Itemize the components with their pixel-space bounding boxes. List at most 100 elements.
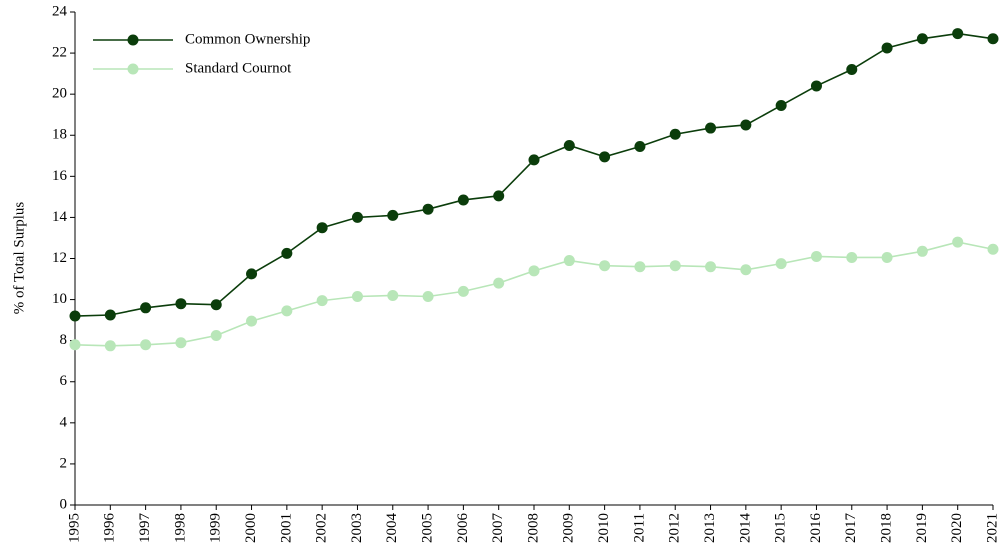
data-point [246, 268, 258, 280]
data-point [457, 194, 469, 206]
data-point [493, 190, 505, 202]
data-point [104, 309, 116, 321]
data-point [705, 122, 717, 134]
data-point [281, 247, 293, 259]
legend-label: Common Ownership [185, 31, 310, 47]
y-tick-label: 16 [52, 168, 68, 184]
x-tick-label: 1995 [66, 513, 82, 543]
x-tick-label: 1996 [102, 513, 118, 544]
data-point [210, 299, 222, 311]
data-point [493, 277, 505, 289]
data-point [528, 154, 540, 166]
data-point [175, 298, 187, 310]
x-tick-label: 2020 [949, 513, 965, 543]
x-tick-label: 2006 [455, 513, 471, 544]
data-point [316, 295, 328, 307]
x-tick-label: 2010 [596, 513, 612, 543]
data-point [175, 337, 187, 349]
y-tick-label: 8 [60, 332, 68, 348]
x-tick-label: 2016 [808, 513, 824, 544]
data-point [246, 315, 258, 327]
data-point [952, 236, 964, 248]
data-point [740, 264, 752, 276]
data-point [705, 261, 717, 273]
x-tick-label: 2000 [243, 513, 259, 543]
data-point [316, 222, 328, 234]
y-tick-label: 10 [52, 291, 67, 307]
x-tick-label: 2001 [278, 513, 294, 543]
data-point [563, 255, 575, 267]
legend-marker [127, 34, 139, 46]
data-point [210, 330, 222, 342]
data-point [881, 42, 893, 54]
x-tick-label: 2008 [525, 513, 541, 543]
data-point [69, 339, 81, 351]
x-tick-label: 2003 [349, 513, 365, 543]
data-point [987, 33, 999, 45]
data-point [422, 203, 434, 215]
data-point [281, 305, 293, 317]
data-point [422, 291, 434, 303]
data-point [634, 261, 646, 273]
data-point [351, 211, 363, 223]
x-tick-label: 1997 [137, 513, 153, 544]
data-point [952, 28, 964, 40]
data-point [669, 260, 681, 272]
x-tick-label: 2002 [314, 513, 330, 543]
y-tick-label: 6 [60, 373, 68, 389]
data-point [987, 243, 999, 255]
data-point [846, 64, 858, 76]
y-tick-label: 12 [52, 250, 67, 266]
data-point [599, 151, 611, 163]
data-point [69, 310, 81, 322]
y-tick-label: 20 [52, 86, 67, 102]
x-tick-label: 1998 [172, 513, 188, 543]
x-tick-label: 1999 [208, 513, 224, 543]
data-point [634, 141, 646, 153]
data-point [140, 302, 152, 314]
data-point [916, 245, 928, 257]
data-point [387, 209, 399, 221]
x-tick-label: 2018 [879, 513, 895, 543]
x-tick-label: 2013 [702, 513, 718, 543]
x-tick-label: 2017 [843, 513, 859, 544]
data-point [810, 80, 822, 92]
data-point [599, 260, 611, 272]
x-tick-label: 2011 [631, 513, 647, 542]
x-tick-label: 2012 [667, 513, 683, 543]
data-point [140, 339, 152, 351]
x-tick-label: 2007 [490, 513, 506, 544]
y-tick-label: 18 [52, 127, 67, 143]
data-point [916, 33, 928, 45]
data-point [457, 285, 469, 297]
data-point [740, 119, 752, 131]
data-point [846, 251, 858, 263]
data-point [669, 128, 681, 140]
data-point [563, 140, 575, 152]
y-tick-label: 24 [52, 3, 68, 19]
data-point [528, 265, 540, 277]
y-axis-label: % of Total Surplus [11, 202, 27, 315]
legend-label: Standard Cournot [185, 60, 292, 76]
x-tick-label: 2015 [773, 513, 789, 543]
y-tick-label: 2 [60, 455, 68, 471]
data-point [775, 99, 787, 111]
y-tick-label: 4 [60, 414, 68, 430]
data-point [775, 258, 787, 270]
x-tick-label: 2019 [914, 513, 930, 543]
data-point [104, 340, 116, 352]
y-tick-label: 14 [52, 209, 68, 225]
data-point [351, 291, 363, 303]
x-tick-label: 2014 [737, 513, 753, 544]
y-tick-label: 0 [60, 496, 68, 512]
x-tick-label: 2021 [984, 513, 1000, 543]
x-tick-label: 2004 [384, 513, 400, 544]
y-tick-label: 22 [52, 45, 67, 61]
x-tick-label: 2009 [561, 513, 577, 543]
data-point [387, 289, 399, 301]
data-point [810, 250, 822, 262]
data-point [881, 251, 893, 263]
legend-marker [127, 63, 139, 75]
